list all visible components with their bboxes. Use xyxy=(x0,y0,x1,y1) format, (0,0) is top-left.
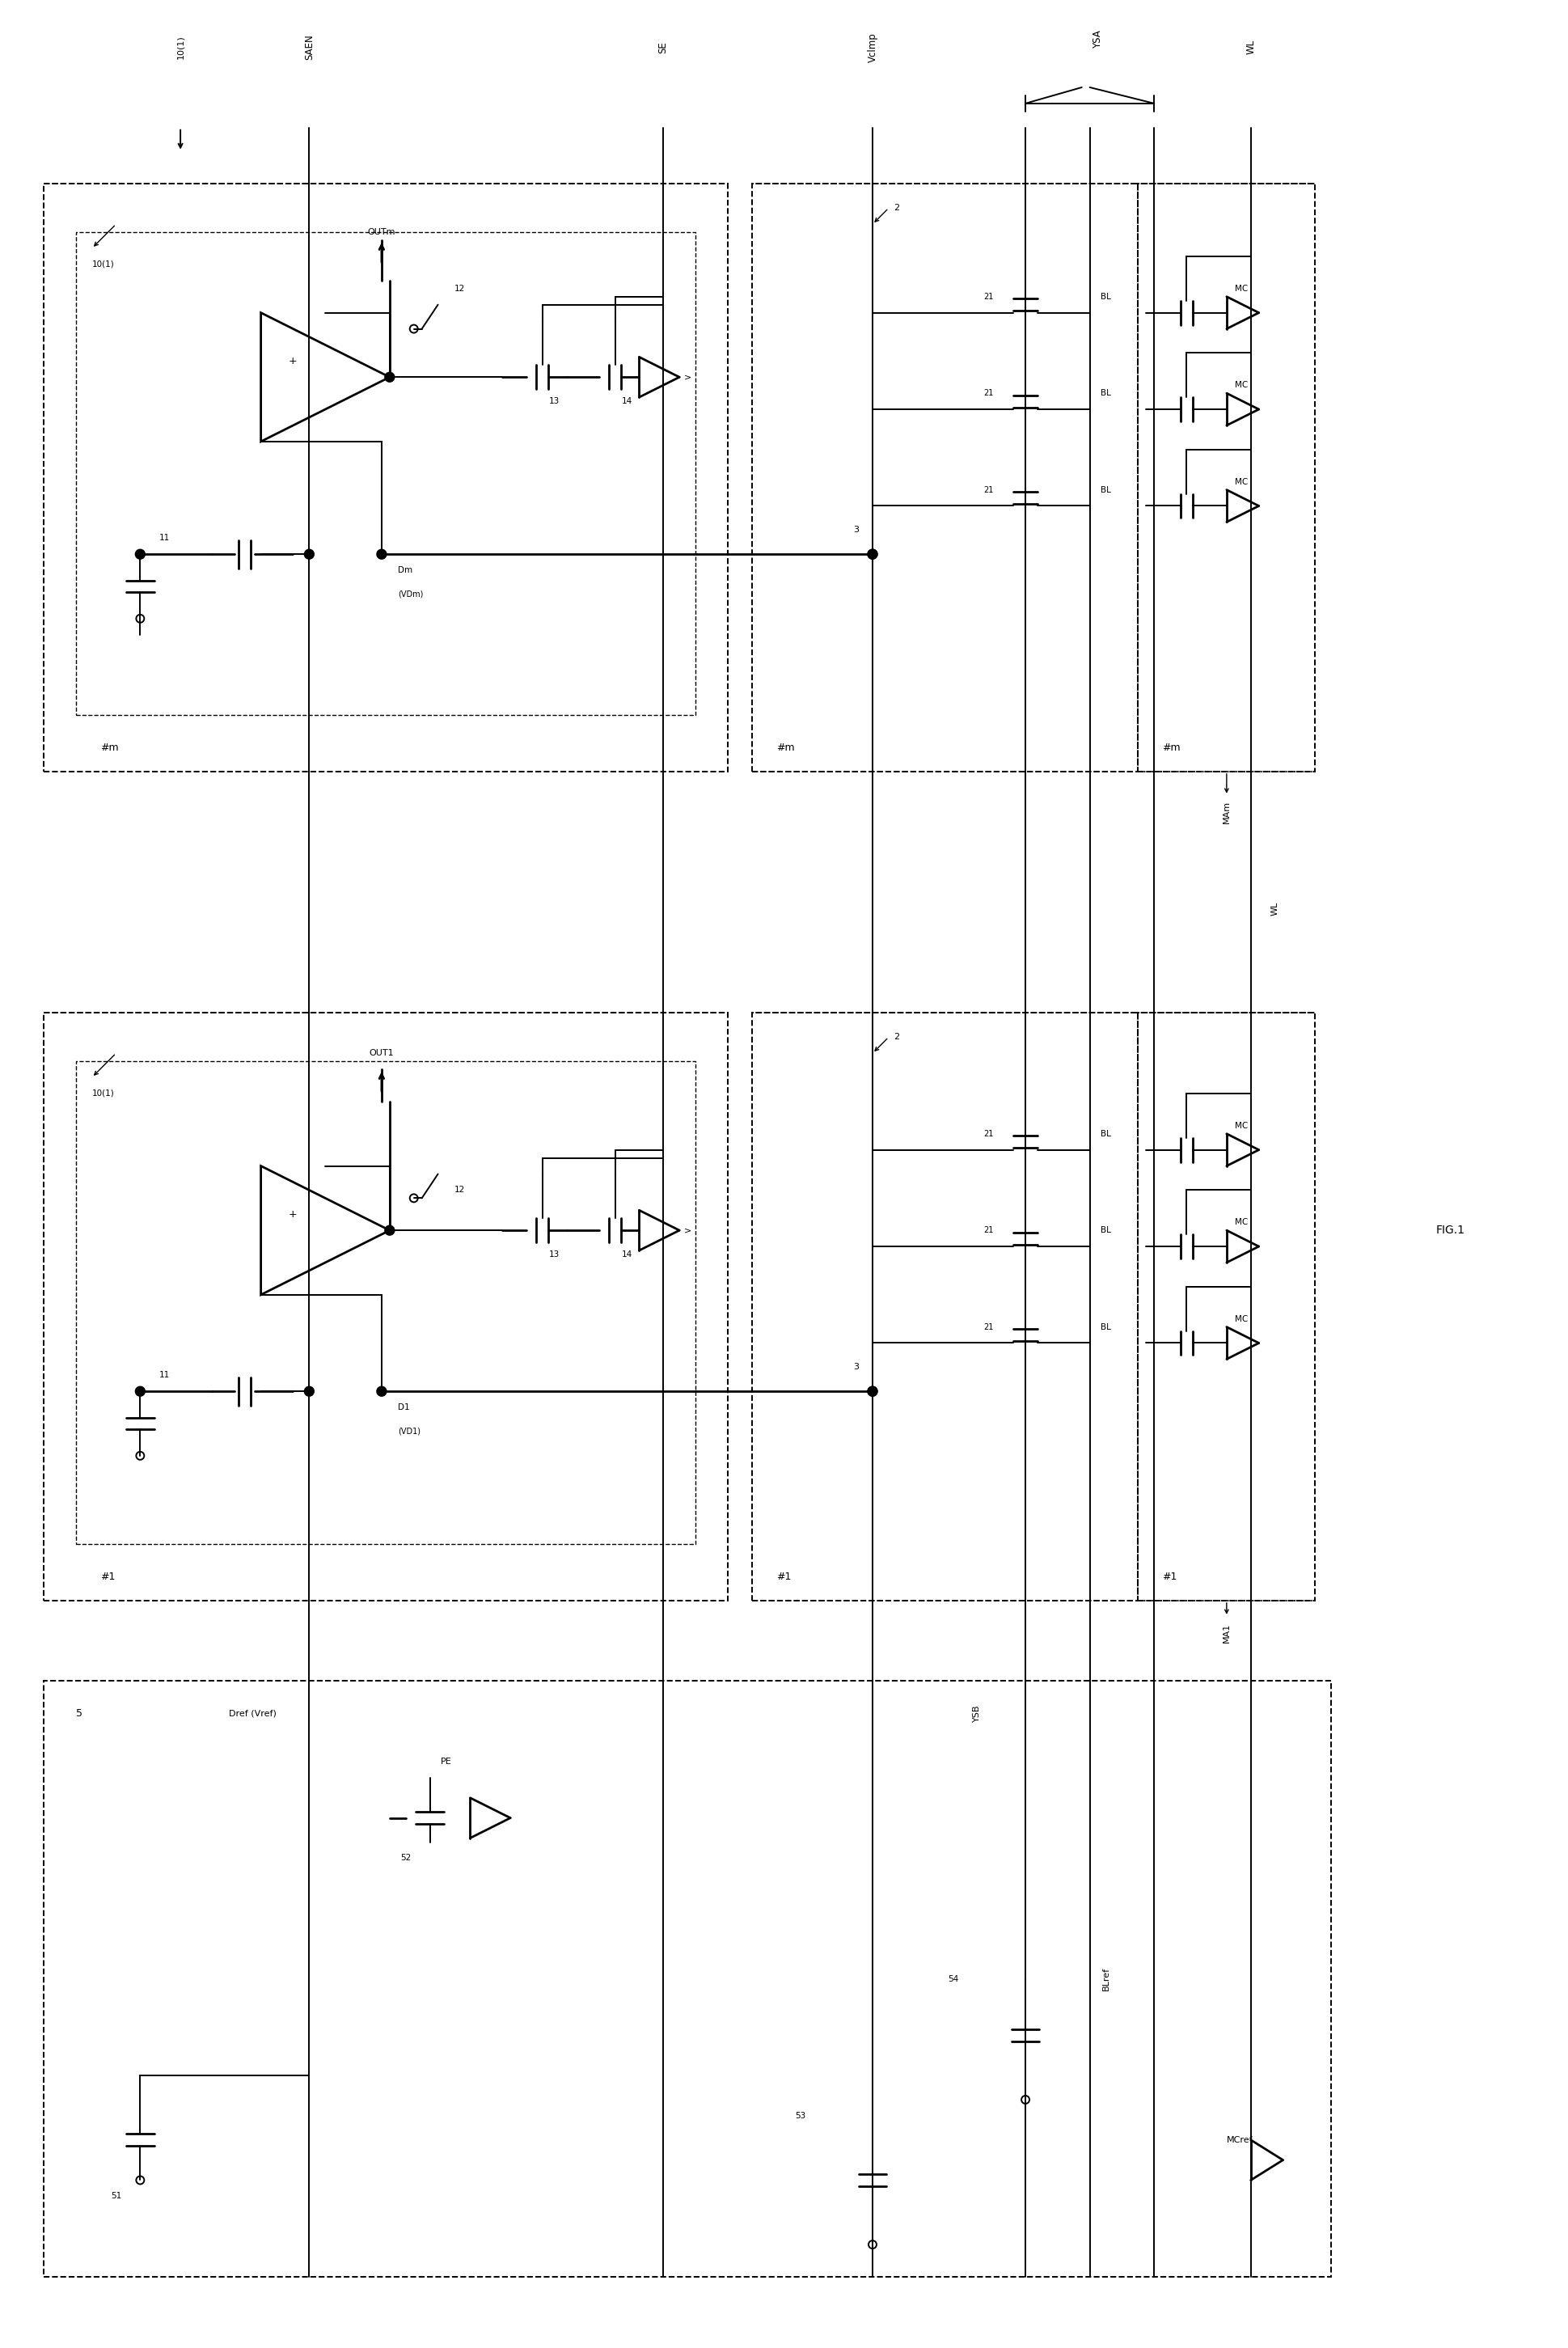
Text: Vclmp: Vclmp xyxy=(867,33,878,61)
Text: 21: 21 xyxy=(983,294,993,301)
Circle shape xyxy=(867,1388,878,1397)
Circle shape xyxy=(304,549,314,559)
Text: WL: WL xyxy=(1245,40,1256,54)
Text: BL: BL xyxy=(1101,294,1112,301)
Text: 52: 52 xyxy=(400,1855,411,1862)
Text: #1: #1 xyxy=(776,1571,790,1583)
Text: MC: MC xyxy=(1234,1122,1248,1129)
Text: MC: MC xyxy=(1234,477,1248,486)
Text: #1: #1 xyxy=(1162,1571,1178,1583)
Text: (VD1): (VD1) xyxy=(398,1428,420,1435)
Bar xyxy=(75,1061,696,1545)
Circle shape xyxy=(384,1226,395,1235)
Text: 53: 53 xyxy=(795,2111,806,2120)
Bar xyxy=(44,1681,1331,2278)
Text: 21: 21 xyxy=(983,1226,993,1235)
Text: D1: D1 xyxy=(398,1404,409,1411)
Text: 13: 13 xyxy=(549,1251,560,1259)
Text: 11: 11 xyxy=(158,533,169,542)
Text: 21: 21 xyxy=(983,1322,993,1331)
Text: #m: #m xyxy=(776,742,795,754)
Text: MCref: MCref xyxy=(1226,2137,1253,2144)
Bar xyxy=(751,1012,1138,1601)
Circle shape xyxy=(136,2177,144,2184)
Circle shape xyxy=(135,1388,144,1397)
Text: YSA: YSA xyxy=(1093,31,1104,49)
Text: MC: MC xyxy=(1234,1315,1248,1322)
Text: #m: #m xyxy=(1162,742,1181,754)
Text: BLref: BLref xyxy=(1102,1968,1110,1991)
Text: FIG.1: FIG.1 xyxy=(1436,1226,1465,1235)
Text: 12: 12 xyxy=(455,284,464,294)
Bar xyxy=(44,1012,728,1601)
Text: >: > xyxy=(684,1226,691,1235)
Text: Dm: Dm xyxy=(398,566,412,575)
Bar xyxy=(44,183,728,772)
Text: 2: 2 xyxy=(894,1033,900,1040)
Text: >: > xyxy=(684,373,691,380)
Text: 21: 21 xyxy=(983,390,993,397)
Text: 13: 13 xyxy=(549,397,560,406)
Circle shape xyxy=(384,373,395,383)
Text: Dref (Vref): Dref (Vref) xyxy=(229,1709,276,1716)
Circle shape xyxy=(376,549,386,559)
Text: OUTm: OUTm xyxy=(367,228,395,237)
Text: BL: BL xyxy=(1101,486,1112,493)
Text: 10(1): 10(1) xyxy=(93,1089,114,1097)
Circle shape xyxy=(867,1388,878,1397)
Circle shape xyxy=(867,549,878,559)
Text: SE: SE xyxy=(659,42,668,54)
Text: 14: 14 xyxy=(621,397,632,406)
Text: 3: 3 xyxy=(853,526,859,533)
Text: BL: BL xyxy=(1101,1129,1112,1139)
Circle shape xyxy=(409,324,417,333)
Text: 54: 54 xyxy=(947,1975,958,1984)
Text: SAEN: SAEN xyxy=(304,35,315,61)
Circle shape xyxy=(869,2240,877,2249)
Text: 12: 12 xyxy=(455,1186,464,1195)
Text: 21: 21 xyxy=(983,486,993,493)
Text: WL: WL xyxy=(1272,902,1279,916)
Circle shape xyxy=(376,1388,386,1397)
Text: MA1: MA1 xyxy=(1223,1622,1231,1644)
Circle shape xyxy=(867,549,878,559)
Text: 21: 21 xyxy=(983,1129,993,1139)
Circle shape xyxy=(135,549,144,559)
Text: 10(1): 10(1) xyxy=(176,35,185,59)
Text: 51: 51 xyxy=(111,2193,121,2200)
Circle shape xyxy=(304,1388,314,1397)
Text: MAm: MAm xyxy=(1223,801,1231,824)
Text: MC: MC xyxy=(1234,284,1248,294)
Text: 10(1): 10(1) xyxy=(93,261,114,268)
Text: 14: 14 xyxy=(621,1251,632,1259)
Text: 2: 2 xyxy=(894,204,900,211)
Text: +: + xyxy=(289,357,298,366)
Text: PE: PE xyxy=(441,1759,452,1766)
Circle shape xyxy=(136,615,144,622)
Bar xyxy=(1138,1012,1316,1601)
Text: 5: 5 xyxy=(75,1707,82,1719)
Text: #1: #1 xyxy=(100,1571,114,1583)
Bar xyxy=(751,183,1138,772)
Text: BL: BL xyxy=(1101,1226,1112,1235)
Text: BL: BL xyxy=(1101,1322,1112,1331)
Text: YSB: YSB xyxy=(974,1705,982,1721)
Circle shape xyxy=(136,1451,144,1460)
Circle shape xyxy=(409,1195,417,1202)
Bar xyxy=(75,232,696,716)
Text: MC: MC xyxy=(1234,1219,1248,1226)
Text: +: + xyxy=(289,1209,298,1219)
Circle shape xyxy=(1021,2097,1030,2104)
Bar xyxy=(1138,183,1316,772)
Text: #m: #m xyxy=(100,742,118,754)
Text: MC: MC xyxy=(1234,380,1248,390)
Text: BL: BL xyxy=(1101,390,1112,397)
Text: OUT1: OUT1 xyxy=(368,1050,394,1057)
Text: 11: 11 xyxy=(158,1371,169,1378)
Text: (VDm): (VDm) xyxy=(398,589,423,599)
Text: 3: 3 xyxy=(853,1364,859,1371)
